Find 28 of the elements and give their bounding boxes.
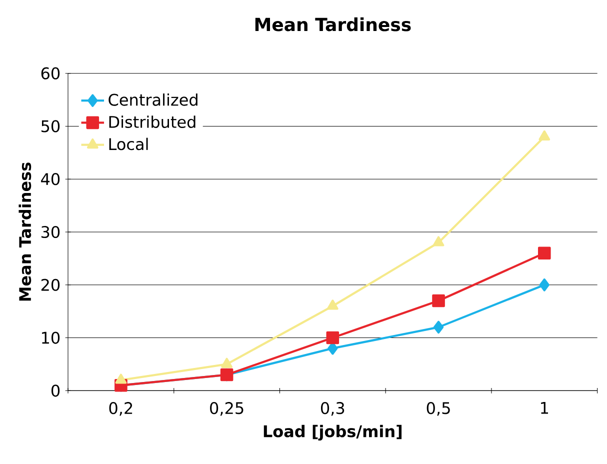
y-axis-title: Mean Tardiness — [18, 162, 32, 301]
y-tick-label: 50 — [42, 120, 60, 132]
legend-label: Centralized — [108, 93, 198, 106]
y-tick-label: 10 — [42, 332, 60, 344]
point — [538, 246, 551, 260]
y-tick-label: 0 — [51, 384, 60, 397]
point — [432, 236, 444, 246]
point — [433, 320, 444, 334]
legend-label: Distributed — [109, 116, 196, 128]
x-tick-label: 0,25 — [210, 402, 244, 416]
x-tick-label: 1 — [541, 402, 548, 414]
legend-label: Local — [109, 138, 148, 150]
point — [221, 358, 232, 368]
y-tick-label: 20 — [41, 278, 60, 291]
point — [538, 130, 550, 141]
x-axis-title: Load [jobs/min] — [264, 424, 402, 441]
point — [432, 294, 445, 308]
point — [115, 374, 127, 384]
point — [326, 300, 338, 310]
x-tick-label: 0,5 — [426, 402, 450, 416]
point — [326, 331, 340, 344]
point — [539, 278, 550, 292]
chart-title: Mean Tardiness — [255, 17, 411, 32]
x-tick-label: 0,3 — [320, 402, 344, 416]
y-tick-label: 30 — [41, 226, 60, 238]
y-tick-label: 40 — [41, 173, 60, 186]
y-tick-label: 60 — [41, 67, 60, 80]
x-tick-label: 0,2 — [109, 402, 132, 416]
